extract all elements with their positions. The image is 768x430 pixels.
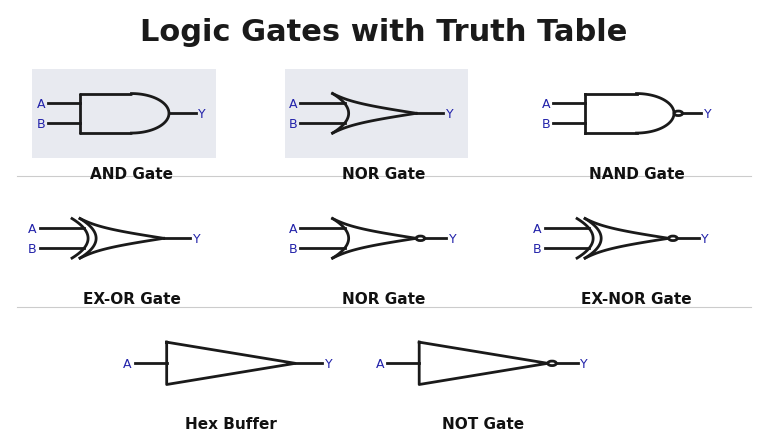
Text: Y: Y: [704, 108, 712, 120]
Text: Y: Y: [193, 232, 200, 245]
Text: A: A: [533, 222, 541, 235]
Text: B: B: [289, 242, 298, 255]
Text: B: B: [37, 117, 45, 130]
Circle shape: [674, 112, 683, 116]
Text: Y: Y: [449, 232, 456, 245]
Text: EX-NOR Gate: EX-NOR Gate: [581, 291, 692, 306]
Circle shape: [416, 237, 425, 241]
Text: AND Gate: AND Gate: [90, 166, 173, 181]
Text: A: A: [290, 98, 298, 111]
Text: Y: Y: [701, 232, 709, 245]
Text: A: A: [37, 98, 45, 111]
Text: Y: Y: [325, 357, 333, 370]
Text: B: B: [532, 242, 541, 255]
Bar: [32, 70, 216, 158]
Text: Hex Buffer: Hex Buffer: [185, 416, 277, 430]
Text: A: A: [376, 357, 384, 370]
Text: Y: Y: [198, 108, 206, 120]
Text: A: A: [290, 222, 298, 235]
Circle shape: [669, 237, 677, 241]
Text: B: B: [28, 242, 36, 255]
Text: A: A: [124, 357, 132, 370]
Text: NAND Gate: NAND Gate: [588, 166, 684, 181]
Text: B: B: [289, 117, 298, 130]
Bar: [284, 70, 468, 158]
Circle shape: [548, 361, 556, 366]
Text: Y: Y: [445, 108, 453, 120]
Text: NOR Gate: NOR Gate: [343, 166, 425, 181]
Text: A: A: [28, 222, 36, 235]
Text: Y: Y: [581, 357, 588, 370]
Text: EX-OR Gate: EX-OR Gate: [82, 291, 180, 306]
Text: NOT Gate: NOT Gate: [442, 416, 525, 430]
Text: Logic Gates with Truth Table: Logic Gates with Truth Table: [141, 18, 627, 46]
Text: NOR Gate: NOR Gate: [343, 291, 425, 306]
Text: B: B: [541, 117, 551, 130]
Text: A: A: [541, 98, 551, 111]
